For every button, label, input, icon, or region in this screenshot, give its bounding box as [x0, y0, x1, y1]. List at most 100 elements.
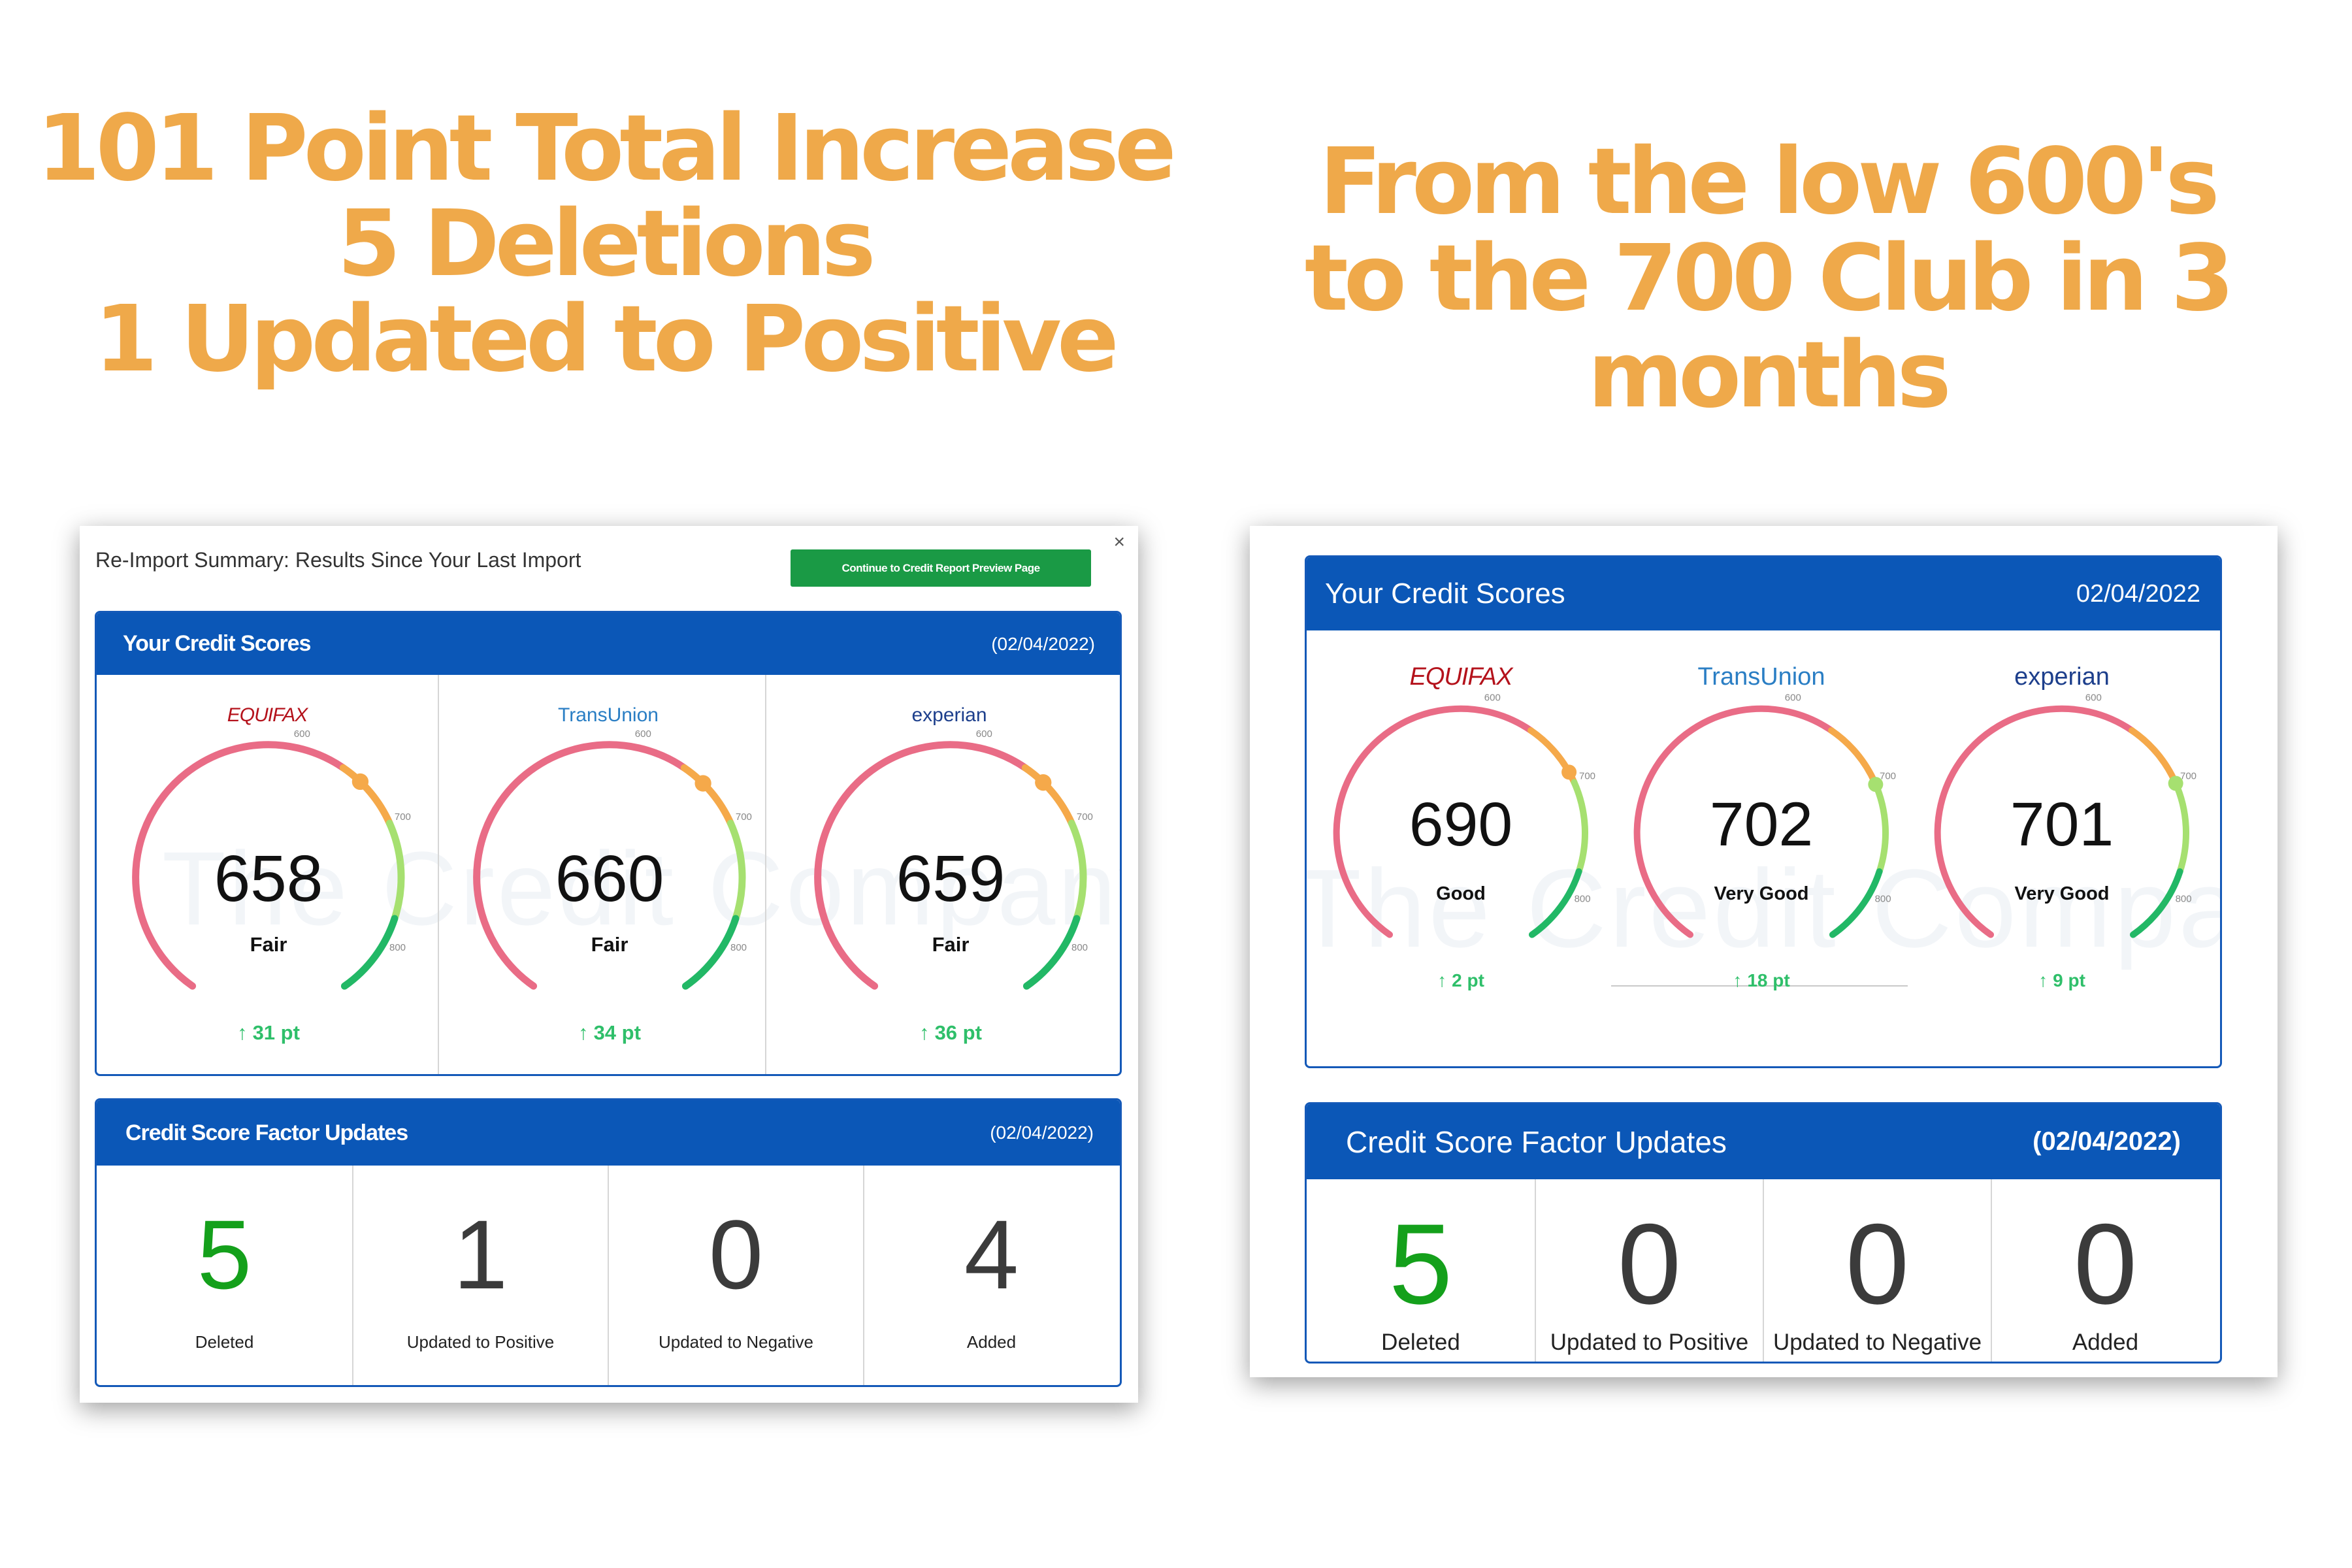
bureau-logo: EQUIFAX: [1409, 663, 1513, 691]
headline-right-line-3: months: [1588, 322, 1952, 429]
arrow-up-icon: ↑: [1733, 970, 1742, 990]
score-column-transunion: 600 700 800 TransUnion 702 Very Good ↑ 18 pt: [1611, 630, 1912, 996]
score-change-text: 18 pt: [1747, 970, 1790, 990]
credit-scores-card: Your Credit Scores 02/04/2022 The Credit…: [1305, 555, 2222, 1068]
gauge-tick-label: 700: [1880, 770, 1896, 781]
card-date: 02/04/2022: [2076, 580, 2200, 608]
score-change-text: 36 pt: [934, 1021, 982, 1044]
score-column-equifax: 600 700 800 EQUIFAX 690 Good ↑ 2 pt: [1311, 630, 1611, 996]
gauge-tick-label: 800: [2176, 894, 2192, 905]
score-gauge: 600 700 800: [473, 728, 752, 990]
factor-label: Updated to Negative: [1772, 1330, 1982, 1355]
score-rating: Very Good: [1714, 883, 1809, 904]
score-change-text: 2 pt: [1452, 970, 1484, 990]
factor-value: 0: [1617, 1201, 1682, 1328]
gauge-tick-label: 800: [1071, 942, 1088, 953]
gauge-tick-label: 700: [1077, 811, 1093, 823]
gauge-segment-excellent: [1829, 868, 1883, 938]
gauge-tick-label: 600: [976, 728, 992, 740]
close-icon[interactable]: ×: [1113, 531, 1125, 553]
gauge-tick-label: 600: [1484, 693, 1501, 704]
gauge-tick-label: 600: [2085, 693, 2102, 704]
headline-left-line-1: 101 Point Total Increase: [37, 95, 1177, 202]
card-date: (02/04/2022): [990, 1122, 1094, 1143]
bureau-logo: TransUnion: [1697, 663, 1825, 691]
score-marker: [1035, 774, 1052, 791]
factor-value: 4: [964, 1200, 1019, 1309]
score-gauge: 600 700 800: [1633, 693, 1896, 938]
score-column-experian: 600 700 800 experian 659 Fair ↑ 36 pt: [779, 675, 1120, 1073]
gauge-tick-label: 800: [1575, 894, 1591, 905]
gauge-segment-fair: [1828, 727, 1878, 786]
factor-updated-to-negative: 0 Updated to Negative: [1763, 1179, 1991, 1362]
factor-updated-to-positive: 1 Updated to Positive: [352, 1166, 608, 1385]
gauge-segment-excellent: [681, 915, 740, 990]
gauge-tick-label: 600: [635, 728, 651, 740]
gauge-segment-fair: [2129, 727, 2179, 786]
factor-label: Deleted: [1381, 1330, 1460, 1355]
factor-label: Updated to Positive: [406, 1332, 555, 1352]
factor-label: Added: [966, 1332, 1017, 1352]
factor-deleted: 5 Deleted: [97, 1166, 352, 1385]
score-change-text: 31 pt: [252, 1021, 300, 1044]
score-rating: Fair: [591, 933, 629, 956]
score-gauge: 600 700 800: [132, 728, 411, 990]
score-change: ↑ 2 pt: [1311, 970, 1611, 991]
gauge-segment-good: [1068, 819, 1087, 923]
factor-updated-to-positive: 0 Updated to Positive: [1535, 1179, 1763, 1362]
score-gauge: 600 700 800: [1934, 693, 2197, 938]
headline-left: 101 Point Total Increase 5 Deletions 1 U…: [20, 101, 1189, 387]
score-rating: Fair: [932, 933, 970, 956]
divider: [765, 675, 766, 1074]
score-value: 690: [1409, 790, 1513, 859]
factor-label: Added: [2072, 1330, 2139, 1355]
factor-updates-header: Credit Score Factor Updates (02/04/2022): [1307, 1104, 2220, 1179]
bureau-logo: experian: [911, 704, 987, 726]
score-value: 660: [555, 842, 664, 915]
score-marker: [2168, 776, 2183, 791]
factor-added: 0 Added: [1991, 1179, 2219, 1362]
card-title: Credit Score Factor Updates: [1346, 1124, 1727, 1159]
arrow-up-icon: ↑: [2038, 970, 2048, 990]
headline-right-line-2: to the 700 Club in 3: [1304, 225, 2234, 332]
credit-scores-card: Your Credit Scores (02/04/2022) The Cred…: [95, 611, 1122, 1076]
gauge-tick-label: 700: [395, 811, 411, 823]
score-column-experian: 600 700 800 experian 701 Very Good ↑ 9 pt: [1912, 630, 2212, 996]
factor-value: 0: [1845, 1201, 1910, 1328]
card-title: Credit Score Factor Updates: [125, 1120, 408, 1145]
arrow-up-icon: ↑: [1437, 970, 1447, 990]
gauge-tick-label: 700: [736, 811, 752, 823]
factor-value: 0: [2073, 1201, 2138, 1328]
score-rating: Fair: [250, 933, 287, 956]
score-change-text: 34 pt: [593, 1021, 641, 1044]
score-change: ↑ 36 pt: [781, 1021, 1120, 1045]
factor-label: Updated to Positive: [1550, 1330, 1749, 1355]
headline-left-line-2: 5 Deletions: [337, 191, 875, 297]
credit-scores-header: Your Credit Scores (02/04/2022): [97, 613, 1120, 675]
credit-scores-header: Your Credit Scores 02/04/2022: [1307, 557, 2220, 630]
card-title: Your Credit Scores: [1325, 578, 1565, 610]
score-column-transunion: 600 700 800 TransUnion 660 Fair ↑ 34 pt: [438, 675, 779, 1073]
score-marker: [694, 775, 711, 792]
gauge-segment-excellent: [340, 915, 399, 990]
factor-value: 5: [197, 1200, 252, 1309]
factor-value: 1: [453, 1200, 508, 1309]
bureau-logo: experian: [2014, 663, 2110, 691]
credit-summary-panel: Your Credit Scores 02/04/2022 The Credit…: [1250, 526, 2278, 1377]
gauge-segment-good: [1571, 779, 1588, 875]
score-rating: Very Good: [2014, 883, 2110, 904]
card-date: (02/04/2022): [991, 633, 1095, 654]
factor-updates-header: Credit Score Factor Updates (02/04/2022): [97, 1100, 1120, 1166]
gauge-segment-poor: [1934, 705, 2135, 938]
gauge-tick-label: 600: [294, 728, 310, 740]
score-change-text: 9 pt: [2053, 970, 2085, 990]
gauge-segment-fair: [1021, 764, 1075, 827]
factor-value: 0: [708, 1200, 764, 1309]
gauge-segment-poor: [473, 741, 688, 990]
bureau-logo: EQUIFAX: [227, 704, 308, 726]
factor-updates-card: Credit Score Factor Updates (02/04/2022)…: [1305, 1102, 2222, 1364]
gauge-tick-label: 700: [2180, 770, 2197, 781]
arrow-up-icon: ↑: [578, 1021, 589, 1044]
continue-to-preview-button[interactable]: Continue to Credit Report Preview Page: [791, 549, 1091, 587]
factor-updates-card: Credit Score Factor Updates (02/04/2022)…: [95, 1098, 1122, 1387]
